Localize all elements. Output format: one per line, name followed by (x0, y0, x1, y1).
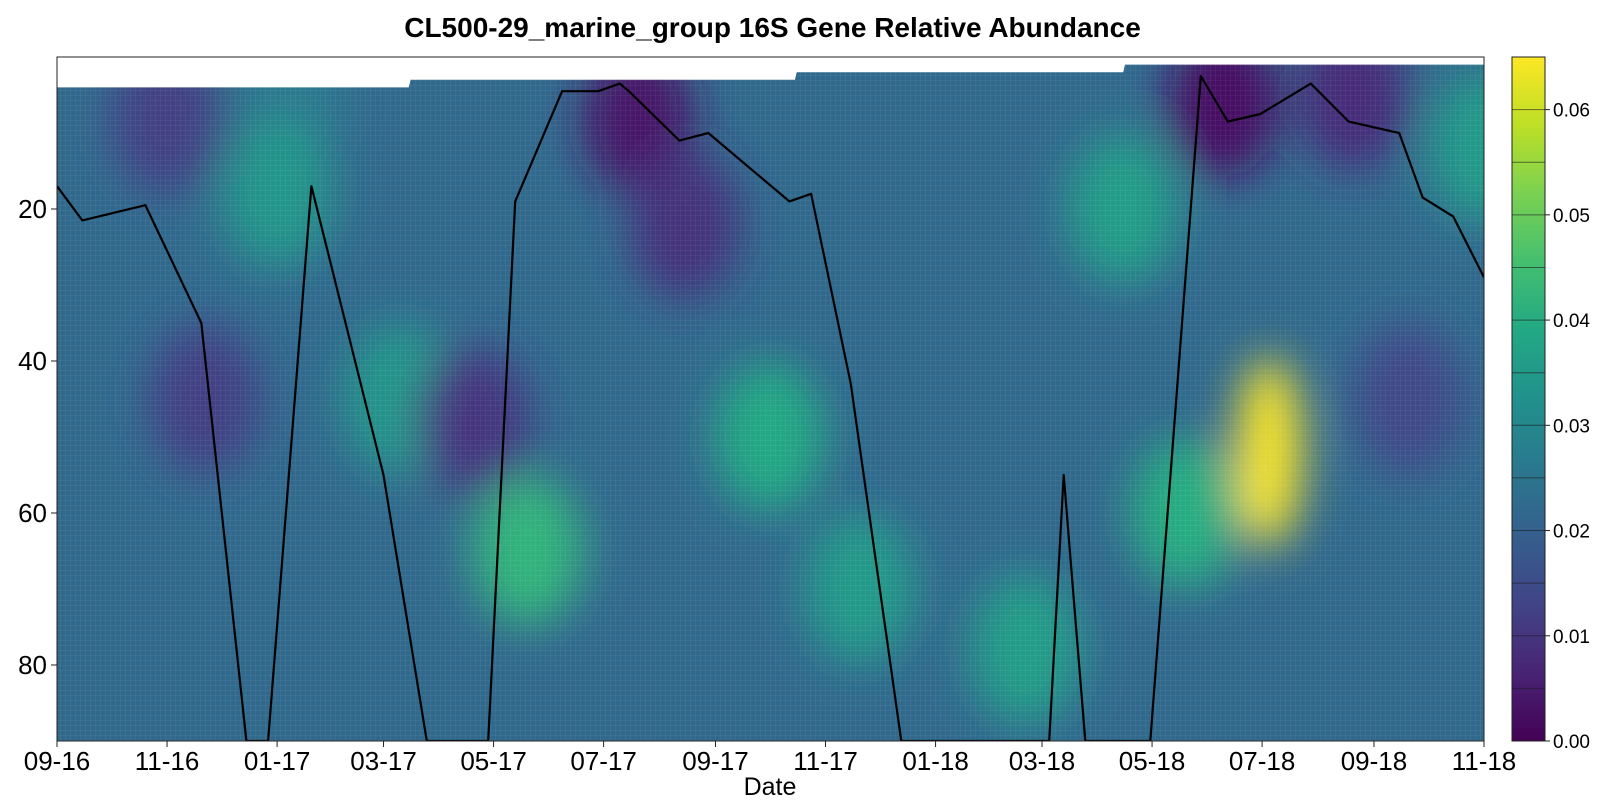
texture-overlay (57, 57, 1484, 741)
x-tick-label: 09-17 (682, 746, 749, 776)
y-tick-label: 80 (18, 650, 47, 680)
y-tick-label: 60 (18, 498, 47, 528)
x-tick-label: 09-18 (1341, 746, 1408, 776)
colorbar-tick-label: 0.06 (1553, 101, 1590, 122)
depth-line-layer (57, 74, 1484, 741)
x-tick-label: 09-16 (24, 746, 91, 776)
colorbar-ticks: 0.00 0.01 0.02 0.03 0.04 0.05 0.06 (1512, 101, 1590, 753)
chart-title: CL500-29_marine_group 16S Gene Relative … (404, 12, 1141, 43)
colorbar-tick-label: 0.01 (1553, 627, 1590, 648)
colorbar-tick-label: 0.04 (1553, 311, 1590, 332)
plot-frame (56, 56, 1485, 742)
x-tick-label: 05-18 (1119, 746, 1186, 776)
x-tick-label: 07-18 (1229, 746, 1296, 776)
colorbar-tick-label: 0.03 (1553, 416, 1590, 437)
colorbar (1511, 56, 1546, 742)
x-axis-label: Date (744, 773, 797, 800)
x-axis: 09-16 11-16 01-17 03-17 05-17 07-17 09-17 11-17… (24, 741, 1517, 776)
depth-line (57, 74, 1484, 741)
x-tick-label: 01-17 (244, 746, 311, 776)
x-tick-label: 07-17 (570, 746, 637, 776)
colorbar-tick-label: 0.02 (1553, 522, 1590, 543)
y-tick-label: 40 (18, 346, 47, 376)
x-tick-label: 11-17 (793, 746, 858, 776)
x-tick-label: 03-17 (350, 746, 417, 776)
x-tick-label: 05-17 (460, 746, 527, 776)
colorbar-tick-label: 0.00 (1553, 732, 1590, 753)
x-tick-label: 11-18 (1452, 746, 1517, 776)
y-tick-label: 20 (18, 194, 47, 224)
x-tick-label: 11-16 (135, 746, 200, 776)
x-tick-label: 03-18 (1009, 746, 1076, 776)
x-tick-label: 01-18 (902, 746, 969, 776)
y-axis: 20 40 60 80 (18, 194, 57, 680)
colorbar-tick-label: 0.05 (1553, 206, 1590, 227)
